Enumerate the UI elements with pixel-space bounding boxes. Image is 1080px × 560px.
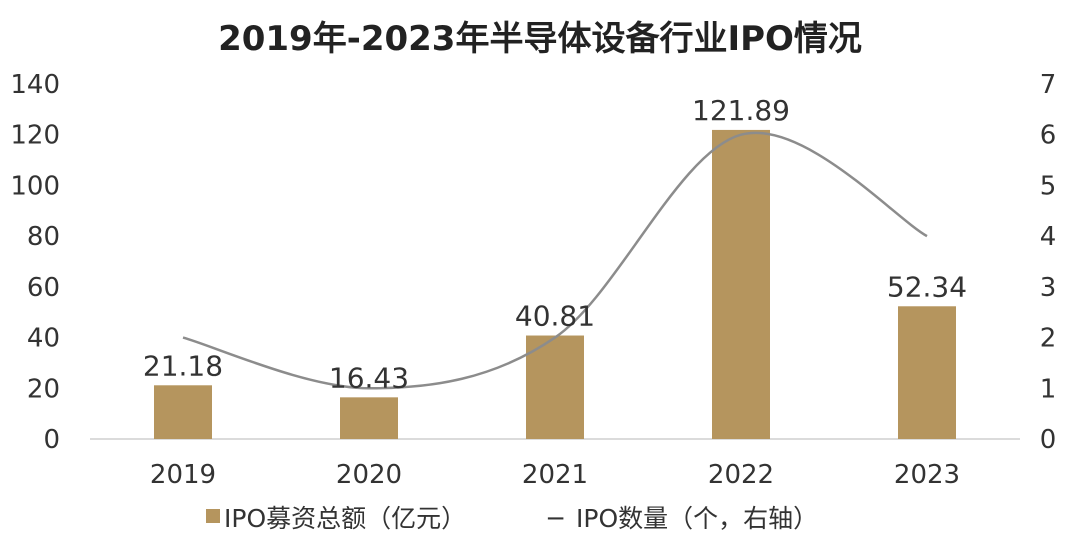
x-tick-2022: 2022: [708, 460, 774, 490]
data-label-2020: 16.43: [329, 361, 409, 394]
bar-series: [154, 129, 956, 439]
legend-bar-label: IPO募资总额（亿元）: [224, 504, 466, 533]
data-labels: 21.18 16.43 40.81 121.89 52.34: [143, 94, 967, 394]
legend: IPO募资总额（亿元） ─ IPO数量（个，右轴）: [206, 504, 818, 533]
legend-line-label: IPO数量（个，右轴）: [576, 504, 818, 533]
watermark: 大数跨境: [5, 527, 134, 553]
right-tick-label: 6: [1040, 121, 1057, 151]
x-tick-2021: 2021: [522, 460, 588, 490]
left-tick-label: 40: [27, 324, 60, 354]
left-tick-label: 80: [27, 222, 60, 252]
bar-2020: [340, 397, 398, 439]
x-tick-2019: 2019: [150, 460, 216, 490]
ipo-count-line: [182, 131, 928, 390]
x-axis-ticks: 2019 2020 2021 2022 2023: [150, 460, 960, 490]
left-axis: 0 20 40 60 80 100 120 140: [10, 70, 60, 455]
right-tick-label: 7: [1040, 70, 1057, 100]
bar-2021: [526, 335, 584, 439]
right-axis: 0 1 2 3 4 5 6 7: [1040, 70, 1057, 455]
watermark-text: 大数跨境: [46, 527, 134, 553]
left-tick-label: 140: [10, 70, 60, 100]
legend-line-marker: ─: [547, 504, 564, 533]
right-tick-label: 5: [1040, 171, 1057, 201]
left-tick-label: 0: [43, 425, 60, 455]
right-tick-label: 3: [1040, 273, 1057, 303]
x-tick-2023: 2023: [894, 460, 960, 490]
line-series: [182, 131, 928, 390]
legend-bar-swatch: [206, 509, 220, 523]
data-label-2022: 121.89: [692, 94, 790, 127]
data-label-2023: 52.34: [887, 270, 967, 303]
bar-2023: [898, 306, 956, 439]
left-tick-label: 100: [10, 171, 60, 201]
right-tick-label: 4: [1040, 222, 1057, 252]
left-tick-label: 20: [27, 374, 60, 404]
right-tick-label: 1: [1040, 374, 1057, 404]
left-tick-label: 60: [27, 273, 60, 303]
right-tick-label: 0: [1040, 425, 1057, 455]
data-label-2021: 40.81: [515, 300, 595, 333]
left-tick-label: 120: [10, 121, 60, 151]
bar-2019: [154, 385, 212, 439]
chart-title: 2019年-2023年半导体设备行业IPO情况: [218, 19, 862, 59]
x-tick-2020: 2020: [336, 460, 402, 490]
bar-2022: [712, 129, 770, 439]
tiger-logo-icon: [5, 528, 41, 550]
data-label-2019: 21.18: [143, 349, 223, 382]
right-tick-label: 2: [1040, 324, 1057, 354]
